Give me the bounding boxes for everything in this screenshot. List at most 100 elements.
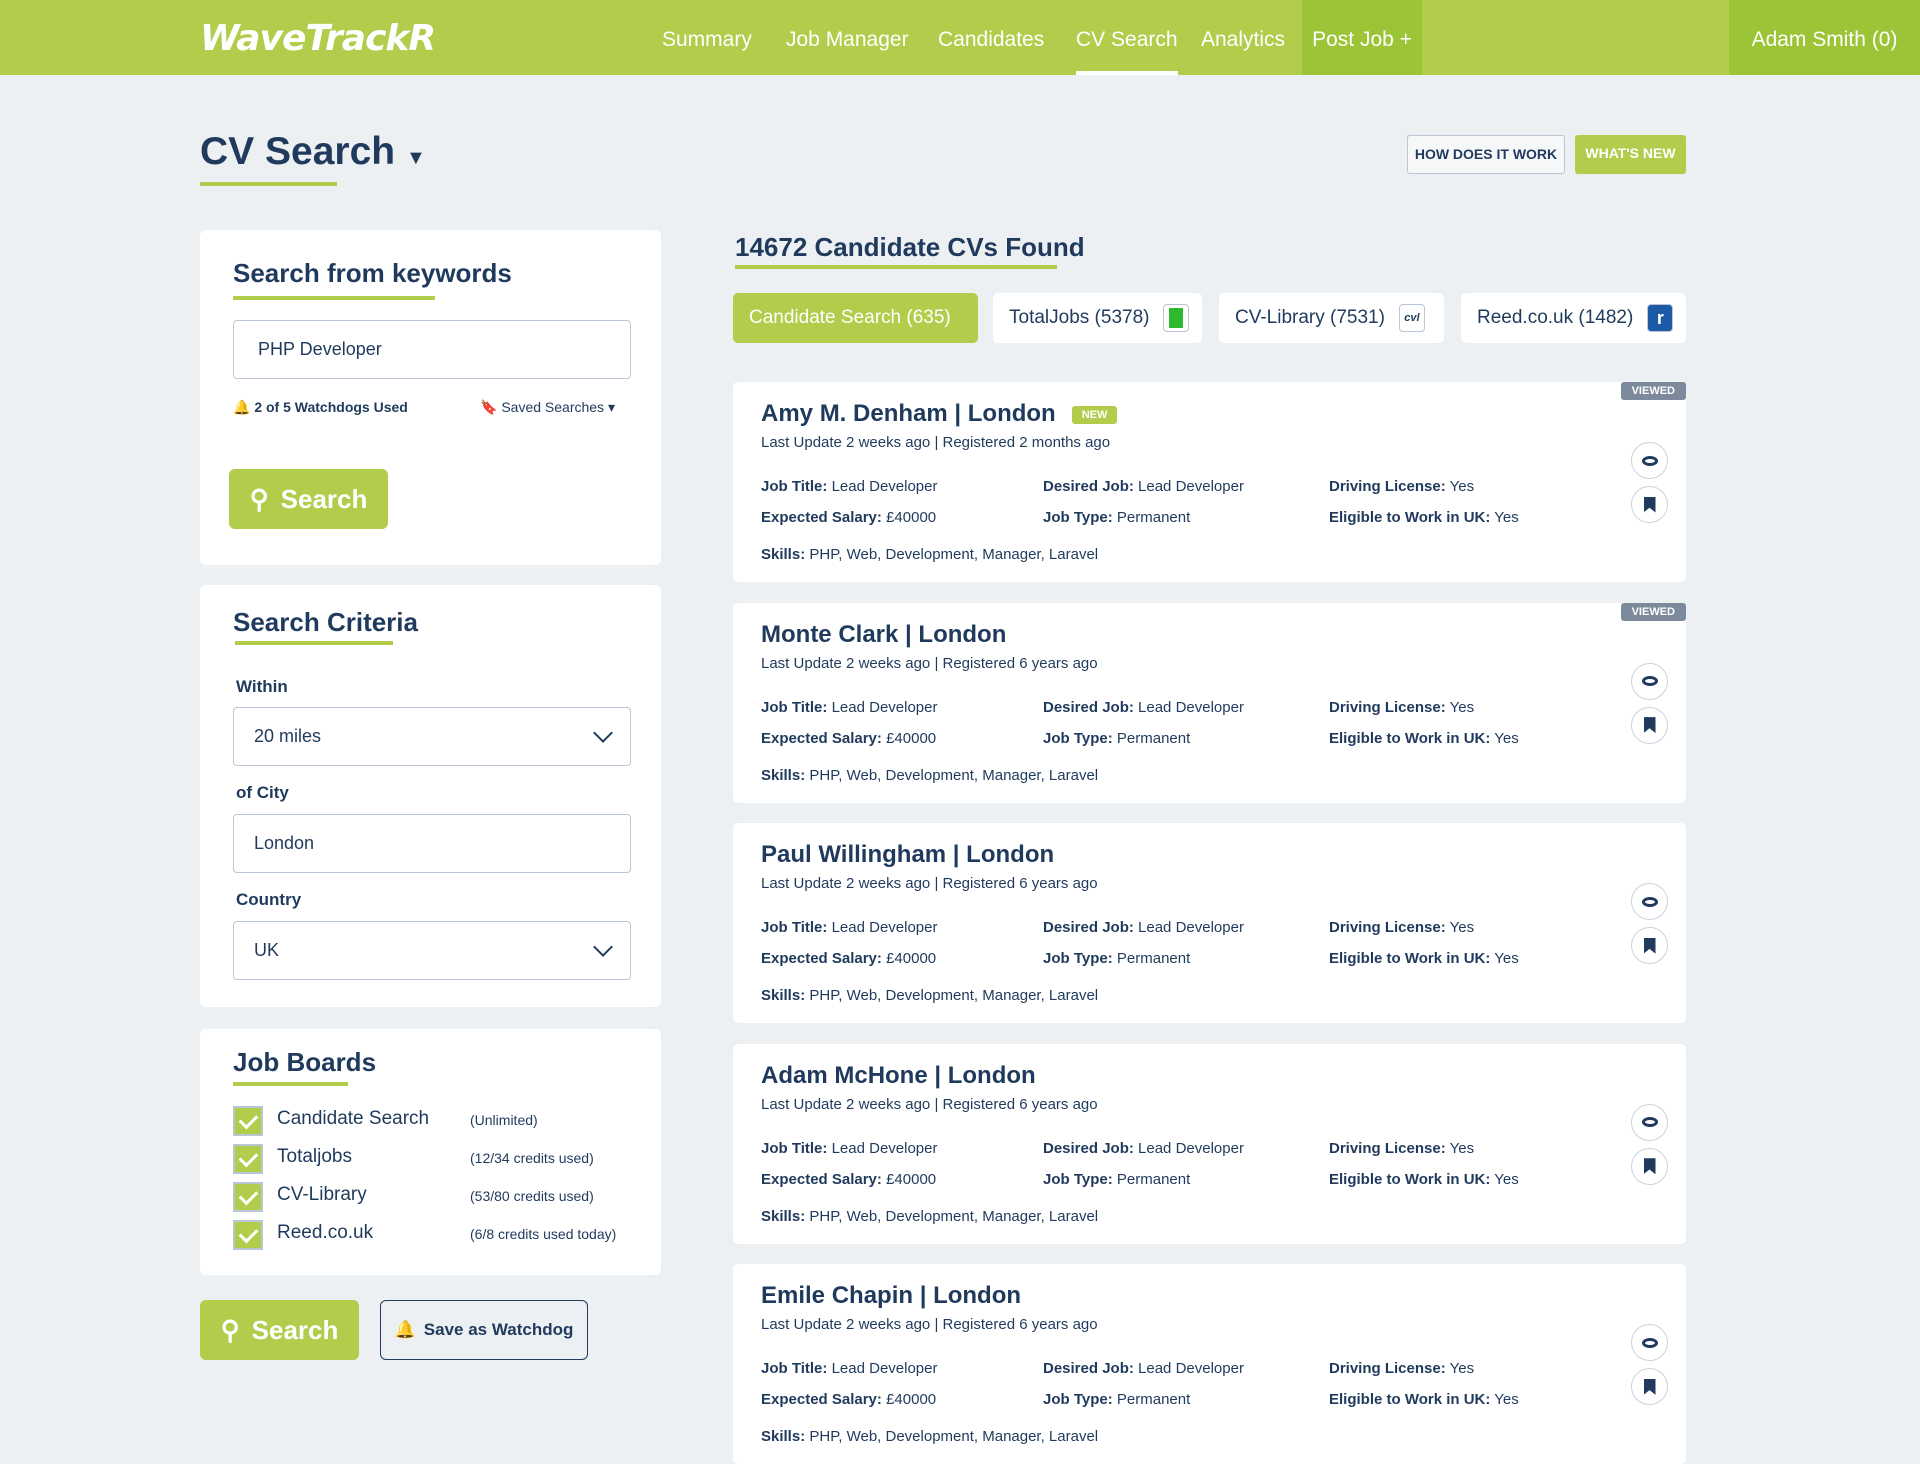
job-title-value: Lead Developer [831,1139,938,1157]
driving-license-value: Yes [1449,1139,1475,1157]
search-submit-button[interactable]: ⚲ Search [200,1300,359,1360]
driving-license: Driving License: Yes [1329,919,1474,936]
country-label: Country [236,890,302,909]
eligible-uk: Eligible to Work in UK: Yes [1329,1171,1519,1188]
bookmark-button[interactable] [1631,1147,1668,1185]
how-does-it-work-button[interactable]: HOW DOES IT WORK [1407,135,1565,174]
job-type-label: Job Type: [1043,1170,1113,1188]
candidate-card[interactable]: Monte Clark | London VIEWED Last Update … [733,602,1686,803]
board-credits: (12/34 credits used) [470,1150,594,1166]
watchdogs-text: 2 of 5 Watchdogs Used [254,399,408,415]
reed-logo-icon: r [1647,304,1674,332]
skills-value: PHP, Web, Development, Manager, Laravel [809,766,1099,784]
job-type-label: Job Type: [1043,509,1113,526]
job-title-value: Lead Developer [831,478,938,495]
bookmark-icon [1643,1158,1656,1175]
job-title-label: Job Title: [761,919,828,937]
job-title-label: Job Title: [761,478,828,495]
keywords-heading: Search from keywords [233,258,512,288]
city-input[interactable]: London [233,814,631,873]
driving-license-label: Driving License: [1329,1360,1446,1378]
source-tab-1[interactable]: TotalJobs (5378) [993,293,1202,343]
within-value: 20 miles [254,726,322,746]
eligible-uk-label: Eligible to Work in UK: [1329,509,1491,526]
chevron-down-icon [593,937,613,957]
candidate-card[interactable]: Paul Willingham | London Last Update 2 w… [733,823,1686,1024]
bookmark-button[interactable] [1631,486,1668,523]
save-watchdog-label: Save as Watchdog [423,1320,574,1339]
skills-value: PHP, Web, Development, Manager, Laravel [809,1428,1099,1446]
source-tab-3[interactable]: Reed.co.uk (1482) r [1461,293,1686,343]
saved-searches-dropdown[interactable]: 🔖 Saved Searches ▾ [480,399,615,415]
candidate-name-row[interactable]: Paul Willingham | London [761,841,1054,869]
eligible-uk-value: Yes [1494,729,1519,747]
bell-icon: 🔔 [233,399,251,415]
candidate-name[interactable]: Monte Clark | London [761,620,1007,648]
job-title: Job Title: Lead Developer [761,699,938,716]
candidate-card[interactable]: Adam McHone | London Last Update 2 weeks… [733,1043,1686,1244]
country-value: UK [254,940,280,960]
eligible-uk: Eligible to Work in UK: Yes [1329,950,1519,967]
country-select[interactable]: UK [233,921,631,980]
job-type-value: Permanent [1116,509,1191,526]
candidate-meta: Last Update 2 weeks ago | Registered 6 y… [761,654,1098,672]
nav-post-job[interactable]: Post Job + [1302,0,1422,75]
candidate-name[interactable]: Paul Willingham | London [761,841,1055,869]
skills: Skills: PHP, Web, Development, Manager, … [761,1208,1098,1225]
expected-salary: Expected Salary: £40000 [761,1391,936,1408]
logo[interactable]: WaveTrackR [200,18,436,59]
save-watchdog-button[interactable]: 🔔 Save as Watchdog [380,1300,588,1360]
eligible-uk-label: Eligible to Work in UK: [1329,1170,1491,1188]
candidate-name-row[interactable]: Amy M. Denham | London NEW [761,400,1118,428]
candidate-name-row[interactable]: Adam McHone | London [761,1062,1036,1090]
search-button[interactable]: ⚲ Search [229,469,388,529]
candidate-name[interactable]: Adam McHone | London [761,1061,1036,1089]
heading-underline [233,296,435,300]
candidate-name[interactable]: Amy M. Denham | London [761,400,1056,427]
job-title: Job Title: Lead Developer [761,1360,938,1377]
view-cv-button[interactable] [1631,1103,1668,1141]
eligible-uk-value: Yes [1494,1170,1519,1188]
results-underline [735,265,1057,269]
source-tab-2[interactable]: CV-Library (7531) cvl [1219,293,1444,343]
job-type-value: Permanent [1116,1391,1191,1409]
within-select[interactable]: 20 miles [233,707,631,766]
bookmark-button[interactable] [1631,706,1668,744]
page-title[interactable]: CV Search ▼ [200,130,426,174]
view-cv-button[interactable] [1631,662,1668,700]
candidate-name-row[interactable]: Emile Chapin | London [761,1282,1021,1310]
heading-underline [233,1082,348,1086]
checkbox-0[interactable] [233,1106,263,1136]
tab-label: Candidate Search (635) [749,307,951,328]
nav-summary[interactable]: Summary [662,28,752,51]
tab-label: Reed.co.uk (1482) [1477,307,1634,328]
keywords-input[interactable]: PHP Developer [233,320,631,379]
bookmark-icon [1643,937,1656,954]
nav-analytics[interactable]: Analytics [1201,28,1286,51]
view-cv-button[interactable] [1631,442,1668,479]
bookmark-icon [1643,717,1656,734]
candidate-name-row[interactable]: Monte Clark | London [761,621,1006,649]
bookmark-button[interactable] [1631,927,1668,965]
whats-new-button[interactable]: WHAT'S NEW [1575,135,1686,174]
checkbox-3[interactable] [233,1220,263,1250]
view-cv-button[interactable] [1631,883,1668,921]
expected-salary-label: Expected Salary: [761,1391,882,1409]
nav-job-manager[interactable]: Job Manager [786,28,909,51]
job-type-label: Job Type: [1043,950,1113,968]
candidate-card[interactable]: Amy M. Denham | London NEW VIEWED Last Up… [733,382,1686,582]
expected-salary: Expected Salary: £40000 [761,950,936,967]
eligible-uk-label: Eligible to Work in UK: [1329,729,1491,747]
view-cv-button[interactable] [1631,1324,1668,1362]
source-tab-0[interactable]: Candidate Search (635) [733,293,978,343]
user-menu[interactable]: Adam Smith (0) [1729,0,1920,75]
candidate-name[interactable]: Emile Chapin | London [761,1282,1022,1310]
checkbox-1[interactable] [233,1144,263,1174]
bookmark-button[interactable] [1631,1368,1668,1406]
nav-candidates[interactable]: Candidates [938,28,1045,51]
checkbox-2[interactable] [233,1182,263,1212]
candidate-card[interactable]: Emile Chapin | London Last Update 2 week… [733,1264,1686,1464]
nav-cv-search[interactable]: CV Search [1076,0,1178,75]
job-title: Job Title: Lead Developer [761,1140,938,1157]
expected-salary-label: Expected Salary: [761,950,882,968]
